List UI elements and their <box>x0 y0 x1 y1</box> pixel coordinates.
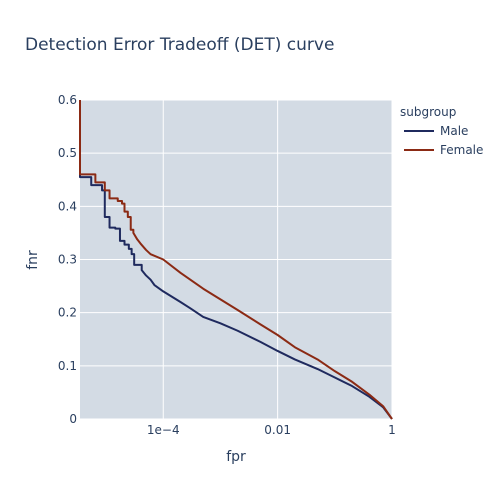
y-tick-label: 0 <box>69 412 77 426</box>
legend-title: subgroup <box>400 105 456 119</box>
legend-label-male: Male <box>440 124 468 138</box>
y-tick-label: 0.1 <box>58 359 77 373</box>
y-tick-label: 0.6 <box>58 93 77 107</box>
x-tick-label: 1e−4 <box>147 423 180 437</box>
series-line-male <box>79 100 393 420</box>
x-axis-title: fpr <box>226 449 246 465</box>
x-tick-label: 1 <box>388 423 396 437</box>
series-line-female <box>79 100 393 420</box>
grid-layer <box>80 99 393 420</box>
chart-title: Detection Error Tradeoff (DET) curve <box>25 35 334 55</box>
tick-layer: 0 0.1 0.2 0.3 0.4 0.5 0.6 1e−4 0.01 1 <box>58 93 396 437</box>
x-tick-label: 0.01 <box>264 423 291 437</box>
legend: subgroup Male Female <box>400 105 483 157</box>
y-tick-label: 0.2 <box>58 306 77 320</box>
y-tick-label: 0.4 <box>58 199 77 213</box>
legend-label-female: Female <box>440 143 483 157</box>
y-tick-label: 0.3 <box>58 253 77 267</box>
series-layer <box>79 100 393 420</box>
y-axis-title: fnr <box>25 250 41 270</box>
y-tick-label: 0.5 <box>58 146 77 160</box>
